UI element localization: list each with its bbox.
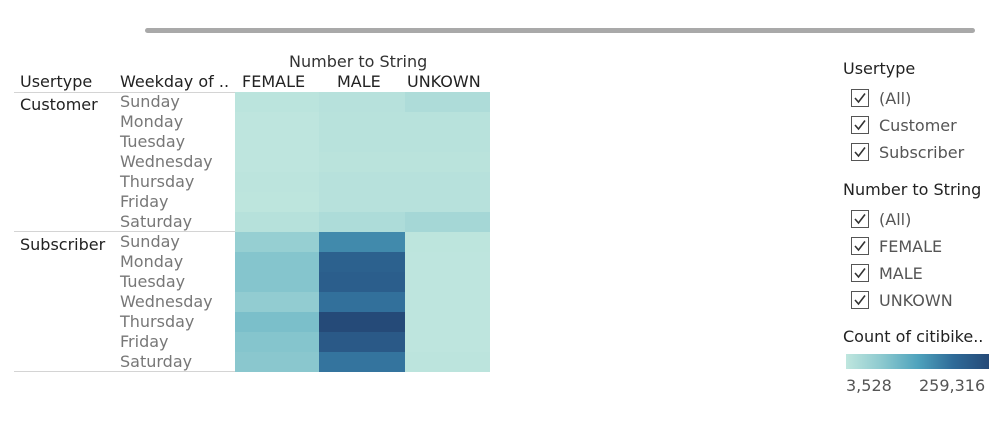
heatmap-cell[interactable] xyxy=(319,292,405,312)
heatmap-cell[interactable] xyxy=(405,212,490,232)
heatmap-cell[interactable] xyxy=(235,192,319,212)
weekday-label: Monday xyxy=(120,112,184,131)
filter-option-female[interactable]: FEMALE xyxy=(851,235,942,257)
weekday-label: Saturday xyxy=(120,212,193,231)
weekday-header[interactable]: Weekday of .. xyxy=(120,72,230,91)
weekday-label: Sunday xyxy=(120,232,180,251)
heatmap-cell[interactable] xyxy=(235,152,319,172)
heatmap-cell[interactable] xyxy=(405,252,490,272)
heatmap-cell[interactable] xyxy=(235,272,319,292)
heatmap-cell[interactable] xyxy=(235,332,319,352)
heatmap-cell[interactable] xyxy=(405,312,490,332)
weekday-label: Tuesday xyxy=(120,132,186,151)
heatmap-cell[interactable] xyxy=(235,352,319,372)
weekday-label: Wednesday xyxy=(120,292,213,311)
filter-option-male[interactable]: MALE xyxy=(851,262,923,284)
heatmap-cell[interactable] xyxy=(405,232,490,252)
heatmap-cell[interactable] xyxy=(405,112,490,132)
color-legend-max: 259,316 xyxy=(919,376,986,395)
heatmap-cell[interactable] xyxy=(319,212,405,232)
filter-title-usertype: Usertype xyxy=(843,59,916,78)
filter-option-unkown[interactable]: UNKOWN xyxy=(851,289,953,311)
heatmap-cell[interactable] xyxy=(319,312,405,332)
weekday-label: Wednesday xyxy=(120,152,213,171)
filter-title-number-to-string: Number to String xyxy=(843,180,982,199)
heatmap-cell[interactable] xyxy=(235,132,319,152)
weekday-label: Monday xyxy=(120,252,184,271)
heatmap-cell[interactable] xyxy=(319,152,405,172)
checkbox-checked-icon[interactable] xyxy=(851,210,869,228)
checkbox-checked-icon[interactable] xyxy=(851,264,869,282)
color-legend-title: Count of citibike.. xyxy=(843,327,984,346)
heatmap-cell[interactable] xyxy=(405,332,490,352)
heatmap-cell[interactable] xyxy=(319,252,405,272)
weekday-label: Friday xyxy=(120,332,169,351)
usertype-header[interactable]: Usertype xyxy=(20,72,93,91)
heatmap-cell[interactable] xyxy=(235,172,319,192)
weekday-label: Friday xyxy=(120,192,169,211)
weekday-label: Saturday xyxy=(120,352,193,371)
heatmap-cell[interactable] xyxy=(235,312,319,332)
filter-option-label: FEMALE xyxy=(879,236,943,256)
filter-option-customer[interactable]: Customer xyxy=(851,114,957,136)
heatmap-cell[interactable] xyxy=(405,192,490,212)
heatmap-cell[interactable] xyxy=(405,292,490,312)
color-legend-min: 3,528 xyxy=(846,376,892,395)
filter-option-label: (All) xyxy=(879,209,912,229)
weekday-label: Sunday xyxy=(120,92,180,111)
heatmap-cell[interactable] xyxy=(319,352,405,372)
heatmap-cell[interactable] xyxy=(405,352,490,372)
weekday-label: Thursday xyxy=(120,312,195,331)
col-header-unkown[interactable]: UNKOWN xyxy=(407,72,481,91)
row-group-subscriber[interactable]: Subscriber xyxy=(20,235,106,254)
col-header-male[interactable]: MALE xyxy=(337,72,381,91)
heatmap-cell[interactable] xyxy=(319,132,405,152)
col-header-female[interactable]: FEMALE xyxy=(242,72,306,91)
filter-option-subscriber[interactable]: Subscriber xyxy=(851,141,964,163)
heatmap-cell[interactable] xyxy=(405,272,490,292)
column-group-title: Number to String xyxy=(289,52,428,71)
weekday-label: Thursday xyxy=(120,172,195,191)
checkbox-checked-icon[interactable] xyxy=(851,116,869,134)
filter-option-all[interactable]: (All) xyxy=(851,87,911,109)
heatmap-cell[interactable] xyxy=(319,92,405,112)
heatmap-cell[interactable] xyxy=(235,212,319,232)
heatmap-cell[interactable] xyxy=(235,252,319,272)
top-scrollbar[interactable] xyxy=(145,28,975,33)
checkbox-checked-icon[interactable] xyxy=(851,89,869,107)
weekday-label: Tuesday xyxy=(120,272,186,291)
checkbox-checked-icon[interactable] xyxy=(851,291,869,309)
heatmap-cell[interactable] xyxy=(235,232,319,252)
heatmap-cell[interactable] xyxy=(319,332,405,352)
heatmap-cell[interactable] xyxy=(319,112,405,132)
color-ramp xyxy=(846,354,989,369)
filter-option-label: (All) xyxy=(879,88,912,108)
heatmap-cell[interactable] xyxy=(405,152,490,172)
filter-option-label: MALE xyxy=(879,263,923,283)
heatmap-cell[interactable] xyxy=(405,132,490,152)
filter-option-label: Subscriber xyxy=(879,142,965,162)
filter-option-label: Customer xyxy=(879,115,957,135)
heatmap-cell[interactable] xyxy=(405,172,490,192)
row-group-customer[interactable]: Customer xyxy=(20,95,98,114)
heatmap-cell[interactable] xyxy=(235,92,319,112)
filter-option-all[interactable]: (All) xyxy=(851,208,911,230)
heatmap-cell[interactable] xyxy=(319,172,405,192)
heatmap-cell[interactable] xyxy=(405,92,490,112)
heatmap-cell[interactable] xyxy=(319,232,405,252)
heatmap-cell[interactable] xyxy=(235,112,319,132)
filter-option-label: UNKOWN xyxy=(879,290,953,310)
checkbox-checked-icon[interactable] xyxy=(851,143,869,161)
heatmap-cell[interactable] xyxy=(235,292,319,312)
heatmap-cell[interactable] xyxy=(319,272,405,292)
heatmap-grid xyxy=(235,92,490,372)
heatmap-cell[interactable] xyxy=(319,192,405,212)
checkbox-checked-icon[interactable] xyxy=(851,237,869,255)
